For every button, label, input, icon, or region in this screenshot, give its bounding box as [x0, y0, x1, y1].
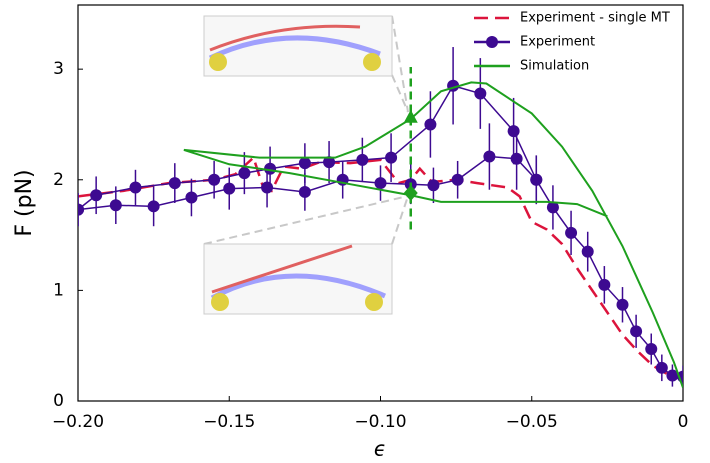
data-point [483, 150, 496, 163]
data-point [298, 157, 311, 170]
data-point [507, 125, 520, 138]
x-tick-label: −0.20 [52, 412, 104, 432]
legend-label: Simulation [520, 59, 589, 74]
legend-swatch [486, 36, 498, 48]
data-point [109, 199, 122, 212]
data-point [78, 203, 84, 216]
data-point [298, 185, 311, 198]
x-tick-label: −0.15 [203, 412, 255, 432]
data-point [238, 167, 251, 180]
legend: Experiment - single MT Experiment Simulati… [474, 11, 670, 74]
legend-label: Experiment [520, 35, 595, 50]
inset-top [203, 15, 409, 113]
data-point [666, 369, 679, 382]
y-tick-label: 2 [53, 170, 64, 190]
data-point [451, 173, 464, 186]
marker-diamond [403, 185, 418, 202]
x-tick-label: −0.05 [506, 412, 558, 432]
y-axis-label: F (pN) [12, 169, 37, 236]
data-point [90, 189, 103, 202]
series-line [183, 81, 683, 389]
y-tick-label: 0 [53, 391, 64, 411]
data-point [474, 87, 487, 100]
plot-area [78, 47, 683, 389]
data-point [546, 201, 559, 214]
data-point [223, 182, 236, 195]
data-point [147, 200, 160, 213]
data-point [185, 191, 198, 204]
data-point [427, 179, 440, 192]
x-axis-label: ϵ [374, 437, 386, 461]
data-point [630, 325, 643, 338]
series-line [78, 84, 683, 378]
data-point [616, 298, 629, 311]
y-tick-label: 1 [53, 280, 64, 300]
data-point [261, 181, 274, 194]
data-point [168, 177, 181, 190]
data-point [645, 343, 658, 356]
data-point [385, 151, 398, 164]
legend-label: Experiment - single MT [520, 11, 670, 26]
data-point [598, 278, 611, 291]
data-point [581, 245, 594, 258]
data-point [208, 173, 221, 186]
x-tick-label: −0.10 [354, 412, 406, 432]
y-tick-label: 3 [53, 59, 64, 79]
data-point [129, 181, 142, 194]
data-point [565, 226, 578, 239]
data-point [424, 118, 437, 131]
data-point [374, 177, 387, 190]
x-tick-label: 0 [678, 412, 689, 432]
data-point [655, 361, 668, 374]
inset-bottom [203, 195, 409, 315]
marker-triangle [403, 109, 418, 123]
data-point [510, 152, 523, 165]
data-point [530, 173, 543, 186]
data-point [323, 156, 336, 169]
data-point [356, 153, 369, 166]
